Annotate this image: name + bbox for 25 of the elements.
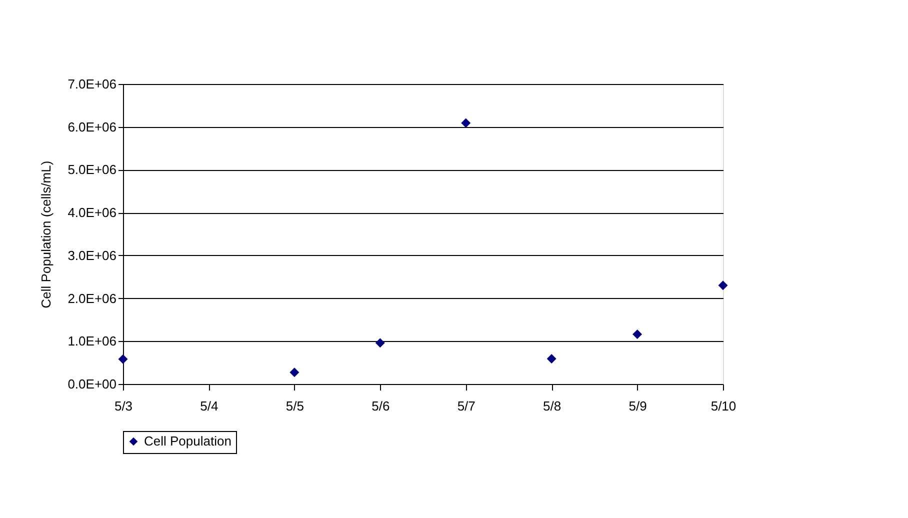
x-tick-label: 5/6	[372, 398, 390, 414]
y-tick-label: 2.0E+06	[68, 290, 116, 306]
y-tick-label: 6.0E+06	[68, 119, 116, 134]
y-tick-label: 0.0E+00	[68, 376, 116, 392]
x-tick-label: 5/9	[628, 398, 647, 414]
y-tick-label: 1.0E+06	[68, 334, 116, 349]
point	[632, 330, 642, 340]
x-tick-label: 5/5	[286, 398, 304, 414]
point	[461, 118, 471, 128]
x-tick-label: 5/10	[710, 398, 736, 414]
point	[290, 368, 300, 378]
point	[375, 338, 385, 348]
point	[718, 280, 728, 290]
y-tick-label: 4.0E+06	[68, 205, 116, 220]
y-tick-label: 7.0E+06	[68, 76, 116, 92]
point	[118, 354, 128, 364]
x-tick-label: 5/3	[114, 398, 133, 414]
x-tick-label: 5/8	[543, 398, 562, 414]
point	[546, 354, 556, 364]
legend-label: Cell Population	[144, 434, 232, 448]
y-tick-label: 3.0E+06	[68, 248, 116, 263]
x-tick-label: 5/7	[457, 398, 476, 414]
y-tick-label: 5.0E+06	[68, 162, 116, 178]
x-tick-label: 5/4	[200, 398, 218, 414]
y-axis-title: Cell Population (cells/mL)	[38, 160, 54, 308]
